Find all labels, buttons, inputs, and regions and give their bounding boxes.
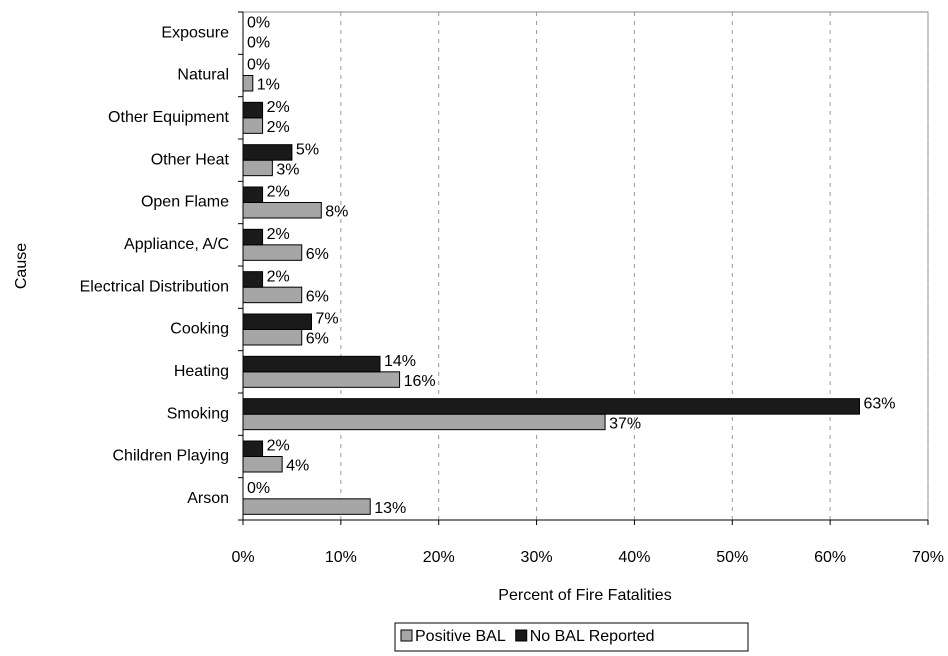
bar — [242, 117, 264, 134]
value-label: 37% — [609, 415, 641, 432]
bar — [242, 101, 264, 119]
x-tick-label: 20% — [423, 549, 455, 566]
y-tick-label: Children Playing — [112, 448, 229, 465]
x-tick-label: 30% — [521, 549, 553, 566]
value-label: 5% — [296, 141, 319, 158]
bar — [242, 355, 381, 373]
x-tick-label: 10% — [325, 549, 357, 566]
y-tick-label: Smoking — [167, 405, 229, 422]
bar — [242, 244, 303, 261]
value-label: 0% — [247, 480, 270, 497]
value-label: 6% — [306, 288, 329, 305]
bar — [242, 371, 401, 388]
bar — [242, 398, 860, 415]
value-label: 2% — [267, 438, 290, 455]
bar — [242, 440, 264, 457]
value-label: 3% — [276, 161, 299, 178]
plot-area — [242, 11, 929, 521]
bar — [242, 313, 312, 330]
value-label: 2% — [267, 226, 290, 243]
bar — [242, 186, 264, 203]
y-tick-label: Cooking — [170, 321, 229, 338]
bar — [242, 228, 264, 246]
y-tick-label: Appliance, A/C — [124, 236, 229, 253]
y-tick-label: Open Flame — [141, 194, 229, 211]
value-label: 13% — [374, 500, 406, 517]
value-label: 8% — [325, 204, 348, 221]
x-axis-title: Percent of Fire Fatalities — [498, 587, 671, 604]
bar — [242, 329, 303, 346]
bar — [242, 286, 303, 304]
bar — [242, 144, 293, 161]
bar — [242, 413, 606, 431]
y-axis-title: Cause — [13, 243, 30, 289]
y-tick-label: Natural — [177, 67, 229, 84]
x-tick-label: 50% — [716, 549, 748, 566]
value-label: 6% — [306, 331, 329, 348]
y-tick-label: Arson — [187, 490, 229, 507]
value-label: 0% — [247, 14, 270, 31]
legend-box — [394, 622, 749, 652]
y-tick-label: Exposure — [161, 24, 229, 41]
value-label: 4% — [286, 458, 309, 475]
value-label: 7% — [316, 311, 339, 328]
bar — [242, 456, 283, 473]
value-label: 63% — [864, 395, 896, 412]
legend-swatch — [515, 629, 528, 642]
value-label: 0% — [247, 57, 270, 74]
legend-label: No BAL Reported — [530, 628, 655, 645]
value-label: 2% — [267, 184, 290, 201]
value-label: 2% — [267, 268, 290, 285]
value-label: 14% — [384, 353, 416, 370]
y-tick-label: Other Heat — [151, 151, 230, 168]
y-tick-label: Electrical Distribution — [80, 278, 229, 295]
bar — [242, 202, 322, 219]
x-tick-label: 70% — [912, 549, 944, 566]
y-tick-label: Other Equipment — [108, 109, 230, 126]
y-tick-label: Heating — [174, 363, 229, 380]
legend-swatch — [400, 629, 413, 642]
bar — [242, 159, 273, 177]
value-label: 1% — [257, 77, 280, 94]
bar — [242, 498, 371, 515]
legend-label: Positive BAL — [415, 628, 506, 645]
value-label: 2% — [267, 99, 290, 116]
bar — [242, 271, 264, 288]
x-tick-label: 0% — [231, 549, 254, 566]
x-tick-label: 60% — [814, 549, 846, 566]
value-label: 16% — [404, 373, 436, 390]
value-label: 6% — [306, 246, 329, 263]
x-tick-label: 40% — [618, 549, 650, 566]
value-label: 2% — [267, 119, 290, 136]
bar — [242, 75, 254, 92]
value-label: 0% — [247, 34, 270, 51]
